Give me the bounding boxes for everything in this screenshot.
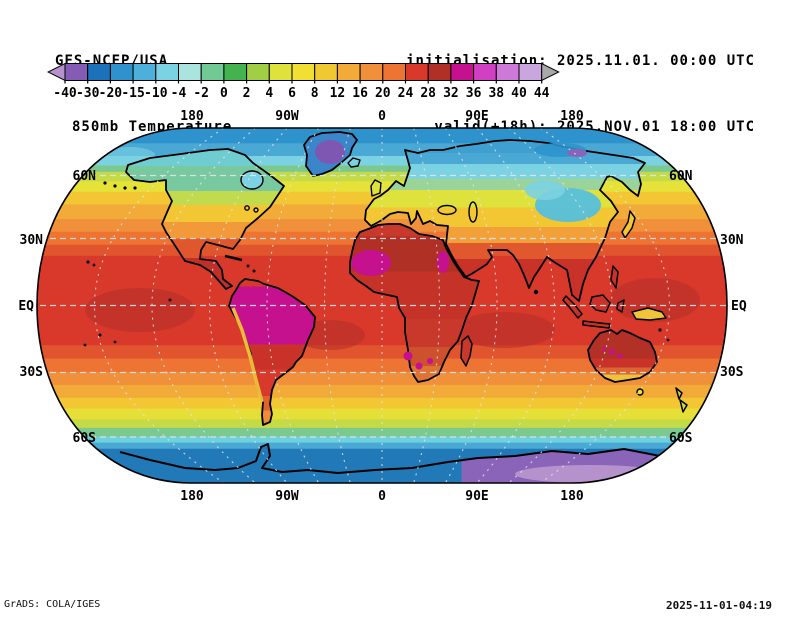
zonal-band [37, 165, 727, 173]
madagascar [460, 335, 473, 367]
lon-label-bottom-180e: 180 [560, 489, 584, 504]
colorbar-tick-label: 28 [420, 86, 436, 101]
lon-label-top-90w: 90W [275, 109, 299, 124]
zonal-band [37, 181, 727, 193]
siberia-cold-patches [525, 143, 601, 222]
lon-label-top-180w: 180 [180, 109, 204, 124]
caspian-sea [468, 201, 478, 223]
colorbar-tick-label: 40 [511, 86, 527, 101]
graticule [37, 128, 727, 483]
colorbar-tick-label: -20 [99, 86, 123, 101]
lat-label-left-60s: 60S [73, 431, 97, 446]
meridian-gridline [209, 128, 288, 483]
borneo [589, 294, 611, 313]
zonal-band [37, 442, 727, 450]
lat-label-right-30s: 30S [720, 365, 744, 380]
new-zealand [675, 387, 688, 413]
lon-label-top-90e: 90E [465, 109, 488, 124]
colorbar-tick-label: 12 [330, 86, 346, 101]
small-islands [83, 181, 670, 347]
meridian-gridline [476, 128, 555, 483]
black-sea [437, 204, 457, 216]
colorbar-tick-label: 32 [443, 86, 459, 101]
colorbar-tick-label: 0 [220, 86, 228, 101]
lat-label-left-30n: 30N [20, 233, 44, 248]
greenland-cold-core [315, 140, 345, 164]
temperature-colorbar: -40 -30 -20 -15 -10 -4 -2 0 2 4 6 8 12 16 20 24 28 32 36 38… [47, 62, 560, 101]
colorbar-tick-label: -40 [53, 86, 77, 101]
philippines [610, 265, 619, 289]
lat-label-left-30s: 30S [20, 365, 44, 380]
zonal-band [37, 156, 727, 167]
tasmania [636, 388, 644, 396]
colorbar-tick-label: 16 [352, 86, 368, 101]
lon-label-bottom-0: 0 [378, 489, 386, 504]
iceland [347, 157, 361, 168]
lon-label-bottom-90e: 90E [465, 489, 488, 504]
lat-label-left-eq: EQ [18, 299, 34, 314]
lat-label-right-30n: 30N [720, 233, 744, 248]
continent-eurasia [364, 139, 646, 302]
axis-labels: 180 90W 0 90E 180 180 90W 0 90E 180 60N … [18, 109, 746, 504]
colorbar-tick-label: -30 [76, 86, 100, 101]
colorbar-tick-label: 44 [534, 86, 550, 101]
colorbar-tick-label: -4 [171, 86, 187, 101]
colorbar-tick-label: 38 [488, 86, 504, 101]
zonal-band [37, 372, 727, 386]
grads-credit: GrADS: COLA/IGES [4, 599, 101, 610]
colorbar-tick-label: 24 [398, 86, 414, 101]
lat-label-left-60n: 60N [73, 169, 97, 184]
creation-timestamp: 2025-11-01-04:19 [666, 599, 772, 612]
zonal-band [37, 427, 727, 438]
zonal-band [37, 397, 727, 410]
meridian-gridline [151, 128, 256, 483]
colorbar-right-arrow [541, 62, 560, 82]
lat-label-right-60s: 60S [669, 431, 693, 446]
map-outline [36, 127, 728, 484]
sahara-heat-patches [351, 250, 449, 370]
colorbar-tick-label: 6 [288, 86, 296, 101]
lat-label-right-eq: EQ [731, 299, 747, 314]
zonal-band [37, 384, 727, 399]
java [582, 320, 611, 329]
australia-heat-spots [602, 347, 623, 359]
meridian-gridline [93, 128, 224, 483]
antarctica-interior [515, 465, 665, 483]
zonal-band [37, 419, 727, 429]
maritime-southeast-asia [562, 265, 667, 329]
ocean-anomaly-patches [85, 147, 700, 350]
meridian-gridline [540, 128, 671, 483]
lon-label-top-180e: 180 [560, 109, 584, 124]
colorbar-tick-label: 8 [311, 86, 319, 101]
zonal-band [37, 408, 727, 421]
zonal-band [37, 358, 727, 373]
lat-label-right-60n: 60N [669, 169, 693, 184]
colorbar-tick-label: -10 [144, 86, 168, 101]
zonal-band [37, 128, 727, 145]
colorbar-tick-label: 4 [265, 86, 273, 101]
colorbar-tick-label: 2 [243, 86, 251, 101]
colorbar-tick-label: -2 [193, 86, 209, 101]
zonal-band [37, 436, 727, 444]
colorbar-tick-label: -15 [121, 86, 144, 101]
sumatra [562, 295, 583, 319]
lon-label-bottom-90w: 90W [275, 489, 299, 504]
colorbar-tick-label: 36 [466, 86, 482, 101]
new-guinea [631, 307, 667, 321]
hudson-bay [240, 170, 264, 190]
lon-label-bottom-180w: 180 [180, 489, 204, 504]
lon-label-top-0: 0 [378, 109, 386, 124]
andes-warm-strip [231, 307, 264, 403]
colorbar-tick-label: 20 [375, 86, 391, 101]
british-isles [370, 179, 382, 197]
meridian-gridline [508, 128, 613, 483]
